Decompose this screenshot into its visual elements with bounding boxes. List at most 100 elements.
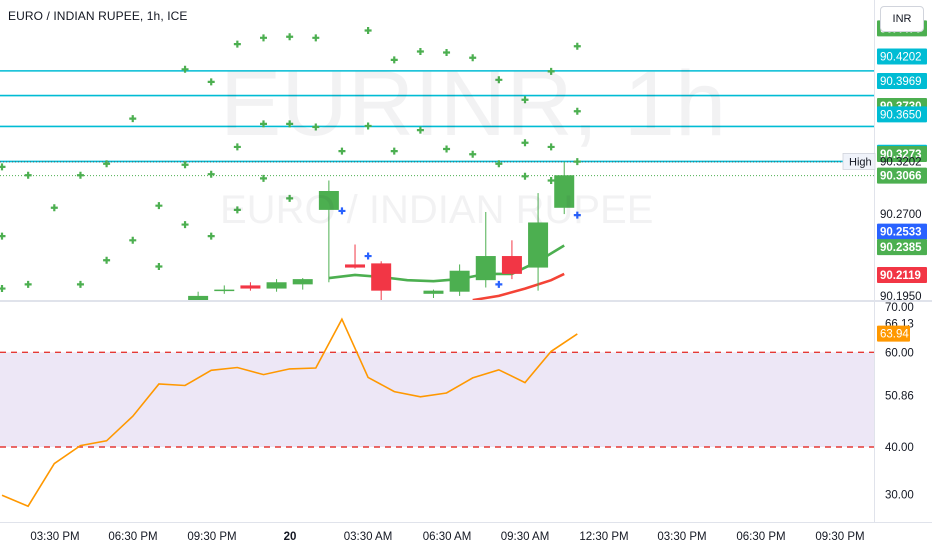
- price-label: 90.1950: [880, 291, 922, 303]
- plus-marker: [181, 161, 189, 169]
- candle: [423, 289, 444, 298]
- plus-marker: [129, 115, 137, 123]
- rsi-tick-label: 60.00: [885, 347, 914, 359]
- plus-marker: [416, 126, 424, 134]
- price-label-text: 90.2700: [880, 209, 922, 221]
- plus-marker: [573, 211, 581, 219]
- plus-marker: [338, 147, 346, 155]
- price-label: 90.3650: [877, 106, 927, 123]
- plus-marker: [155, 263, 163, 271]
- plus-marker: [207, 170, 215, 178]
- plus-marker: [76, 280, 84, 288]
- time-tick-label: 09:30 AM: [501, 531, 550, 543]
- price-label: 90.2119: [877, 267, 927, 284]
- plus-marker: [416, 47, 424, 55]
- plus-marker: [286, 33, 294, 41]
- rsi-tick-label: 30.00: [885, 489, 914, 501]
- candle-body: [292, 279, 313, 285]
- plus-marker: [495, 76, 503, 84]
- plus-marker: [364, 122, 372, 130]
- price-label-text: 90.3650: [880, 109, 922, 121]
- time-tick-label: 20: [284, 531, 297, 543]
- plus-marker: [260, 174, 267, 182]
- price-label: 90.2700: [880, 209, 922, 221]
- candle: [345, 244, 366, 269]
- price-label-bg: [877, 72, 927, 89]
- price-label-bg: [877, 145, 927, 162]
- candle-body: [214, 289, 235, 292]
- plus-marker: [521, 172, 529, 180]
- price-label-bg: [877, 223, 927, 240]
- time-tick-label: 03:30 PM: [30, 531, 79, 543]
- plus-marker: [207, 78, 215, 86]
- candle: [240, 282, 261, 291]
- time-tick-label: 09:30 PM: [187, 531, 236, 543]
- high-label: High: [842, 153, 876, 170]
- price-label-text: 90.3202: [880, 156, 922, 168]
- price-label-text: 90.2533: [880, 227, 922, 239]
- candle-body: [528, 222, 549, 268]
- rsi-tick-label: 70.00: [885, 302, 914, 314]
- plus-marker: [181, 65, 189, 73]
- candle: [266, 279, 287, 292]
- time-tick-label: 03:30 PM: [657, 531, 706, 543]
- plus-marker: [573, 158, 581, 166]
- plus-marker: [521, 96, 529, 104]
- plus-marker: [286, 194, 294, 202]
- price-label: 90.3202: [880, 156, 922, 168]
- plus-marker: [443, 49, 451, 57]
- symbol-title[interactable]: EURO / INDIAN RUPEE, 1h, ICE: [8, 9, 188, 23]
- plus-marker: [181, 221, 189, 229]
- plus-marker: [103, 160, 111, 168]
- time-tick-label: 12:30 PM: [579, 531, 628, 543]
- plus-marker: [0, 285, 6, 293]
- price-label-text: 90.4202: [880, 52, 922, 64]
- candle: [371, 261, 392, 300]
- price-label: 90.3066: [877, 167, 927, 184]
- plus-marker: [495, 160, 503, 168]
- plus-marker: [260, 34, 267, 42]
- candle: [449, 264, 470, 296]
- time-axis: 03:30 PM 06:30 PM 09:30 PM 20 03:30 AM 06:30 …: [0, 522, 932, 543]
- level-lines: [0, 0, 932, 522]
- candle-body: [266, 282, 287, 289]
- rsi-pane: [0, 317, 874, 508]
- candle-body: [240, 285, 261, 289]
- rsi-tick-label: 50.86: [885, 391, 914, 403]
- currency-button[interactable]: INR: [880, 6, 924, 32]
- candle-body: [449, 270, 470, 292]
- plus-marker: [312, 123, 320, 131]
- plus-marker: [364, 252, 372, 260]
- plus-marker: [233, 206, 241, 214]
- price-label-text: 90.3969: [880, 76, 922, 88]
- candle: [528, 193, 549, 291]
- plus-marker: [233, 143, 241, 151]
- ema-green-line: [328, 244, 565, 283]
- rsi-last-value-text: 63.94: [880, 329, 909, 341]
- price-label: 90.4202: [877, 48, 927, 65]
- time-tick-label: 03:30 AM: [344, 531, 393, 543]
- plus-marker: [573, 107, 581, 115]
- plus-marker: [207, 232, 215, 240]
- price-label-text: 90.2119: [880, 270, 921, 282]
- plus-marker: [24, 280, 32, 288]
- price-label-bg: [877, 239, 927, 256]
- plus-marker: [233, 40, 241, 48]
- plus-marker: [50, 204, 58, 212]
- rsi-last-value: 63.94: [877, 325, 910, 342]
- candles: [188, 161, 575, 300]
- candle-body: [554, 175, 575, 208]
- time-tick-label: 06:30 PM: [108, 531, 157, 543]
- rsi-tick-label: 40.00: [885, 442, 914, 454]
- price-label: 90.3273: [877, 145, 927, 162]
- rsi-line: [1, 317, 578, 508]
- price-label-bg: [877, 267, 927, 284]
- plus-marker: [338, 207, 346, 215]
- price-label-bg: [877, 48, 927, 65]
- plus-marker: [364, 26, 372, 34]
- plus-marker: [103, 256, 111, 264]
- candle-body: [371, 263, 392, 291]
- candle: [292, 278, 313, 290]
- plus-marker: [547, 177, 555, 185]
